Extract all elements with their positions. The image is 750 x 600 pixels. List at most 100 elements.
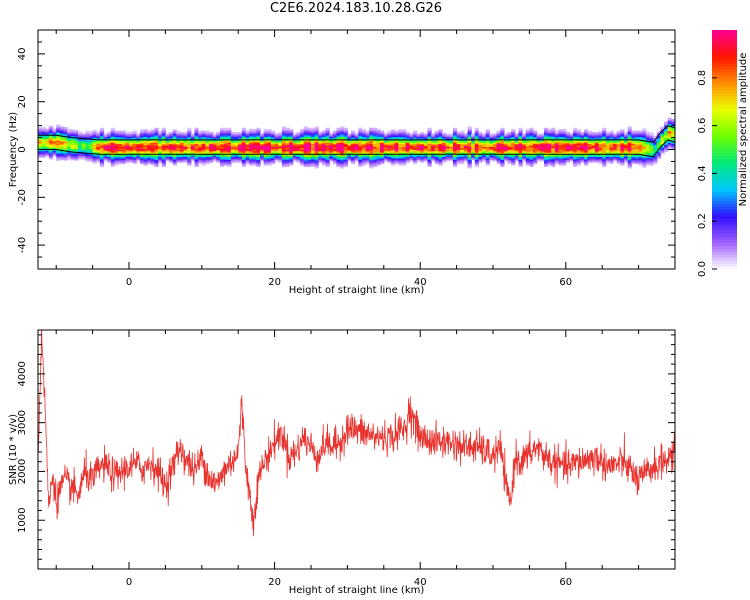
heatmap-cell: [281, 130, 287, 133]
heatmap-cell: [267, 130, 272, 133]
heatmap-cell: [431, 142, 436, 145]
heatmap-cell: [139, 143, 145, 146]
heatmap-cell: [347, 142, 352, 145]
heatmap-cell: [274, 154, 279, 158]
heatmap-cell: [503, 133, 509, 136]
heatmap-cell: [274, 156, 279, 159]
colorbar-segment: [712, 83, 737, 88]
heatmap-cell: [442, 142, 447, 145]
heatmap-cell: [543, 150, 549, 153]
heatmap-cell: [187, 142, 192, 145]
heatmap-cell: [260, 143, 265, 146]
heatmap-cell: [63, 152, 68, 155]
heatmap-cell: [41, 155, 46, 158]
heatmap-cell: [500, 130, 505, 133]
heatmap-cell: [85, 158, 90, 161]
heatmap-cell: [38, 143, 43, 146]
heatmap-cell: [187, 162, 192, 165]
heatmap-cell: [638, 142, 643, 145]
heatmap-cell: [562, 149, 567, 152]
heatmap-cell: [452, 130, 458, 133]
heatmap-cell: [420, 152, 425, 155]
heatmap-cell: [416, 142, 421, 145]
heatmap-cell: [485, 150, 490, 153]
heatmap-cell: [78, 146, 83, 149]
heatmap-cell: [201, 156, 207, 159]
heatmap-cell: [620, 136, 625, 139]
heatmap-cell: [634, 149, 640, 152]
heatmap-cell: [627, 137, 632, 140]
heatmap-cell: [187, 143, 192, 146]
heatmap-cell: [354, 147, 359, 150]
heatmap-cell: [412, 152, 418, 155]
heatmap-cell: [220, 146, 225, 149]
heatmap-cell: [343, 136, 348, 139]
heatmap-cell: [627, 150, 632, 153]
heatmap-cell: [150, 159, 156, 162]
heatmap-cell: [605, 134, 611, 137]
heatmap-cell: [143, 147, 148, 150]
heatmap-cell: [405, 159, 410, 162]
heatmap-cell: [281, 143, 287, 146]
heatmap-cell: [198, 160, 203, 163]
heatmap-cell: [438, 162, 443, 165]
heatmap-cell: [398, 162, 403, 165]
heatmap-cell: [452, 140, 458, 143]
heatmap-cell: [456, 150, 461, 153]
heatmap-cell: [664, 148, 669, 151]
heatmap-cell: [110, 163, 116, 166]
heatmap-cell: [627, 134, 632, 137]
heatmap-cell: [194, 136, 199, 139]
heatmap-cell: [631, 156, 636, 159]
heatmap-cell: [402, 140, 407, 143]
heatmap-cell: [634, 143, 640, 146]
heatmap-cell: [391, 142, 396, 145]
heatmap-cell: [238, 137, 243, 140]
colorbar-segment: [712, 179, 737, 183]
heatmap-cell: [671, 127, 675, 130]
heatmap-cell: [161, 147, 166, 150]
heatmap-cell: [285, 129, 290, 132]
heatmap-cell: [522, 142, 527, 145]
heatmap-cell: [187, 144, 192, 147]
heatmap-cell: [594, 140, 600, 143]
heatmap-cell: [605, 152, 611, 155]
heatmap-cell: [292, 142, 298, 145]
heatmap-cell: [238, 146, 243, 149]
heatmap-cell: [81, 153, 86, 156]
heatmap-cell: [463, 133, 469, 136]
heatmap-cell: [281, 149, 287, 152]
heatmap-cell: [584, 150, 589, 153]
heatmap-cell: [263, 159, 268, 162]
heatmap-cell: [300, 162, 305, 165]
heatmap-cell: [489, 159, 494, 162]
heatmap-cell: [620, 143, 625, 146]
heatmap-cell: [482, 133, 487, 136]
heatmap-cell: [391, 147, 396, 150]
heatmap-cell: [48, 147, 54, 150]
heatmap-cell: [434, 147, 439, 150]
heatmap-cell: [110, 149, 116, 152]
heatmap-cell: [543, 165, 549, 168]
heatmap-cell: [92, 161, 97, 164]
heatmap-cell: [380, 149, 385, 152]
heatmap-cell: [63, 132, 68, 135]
heatmap-cell: [627, 146, 632, 149]
heatmap-cell: [278, 134, 283, 137]
heatmap-cell: [511, 140, 516, 143]
heatmap-cell: [118, 146, 123, 149]
heatmap-cell: [361, 132, 367, 135]
heatmap-cell: [627, 152, 632, 155]
heatmap-cell: [442, 157, 447, 160]
heatmap-cell: [318, 133, 323, 136]
heatmap-cell: [376, 157, 381, 160]
heatmap-cell: [438, 147, 443, 150]
heatmap-cell: [580, 147, 585, 150]
heatmap-cell: [507, 150, 512, 153]
heatmap-cell: [176, 160, 181, 163]
heatmap-cell: [391, 159, 396, 162]
heatmap-cell: [198, 156, 203, 159]
heatmap-cell: [263, 143, 268, 146]
heatmap-cell: [420, 159, 425, 162]
heatmap-cell: [347, 144, 352, 147]
